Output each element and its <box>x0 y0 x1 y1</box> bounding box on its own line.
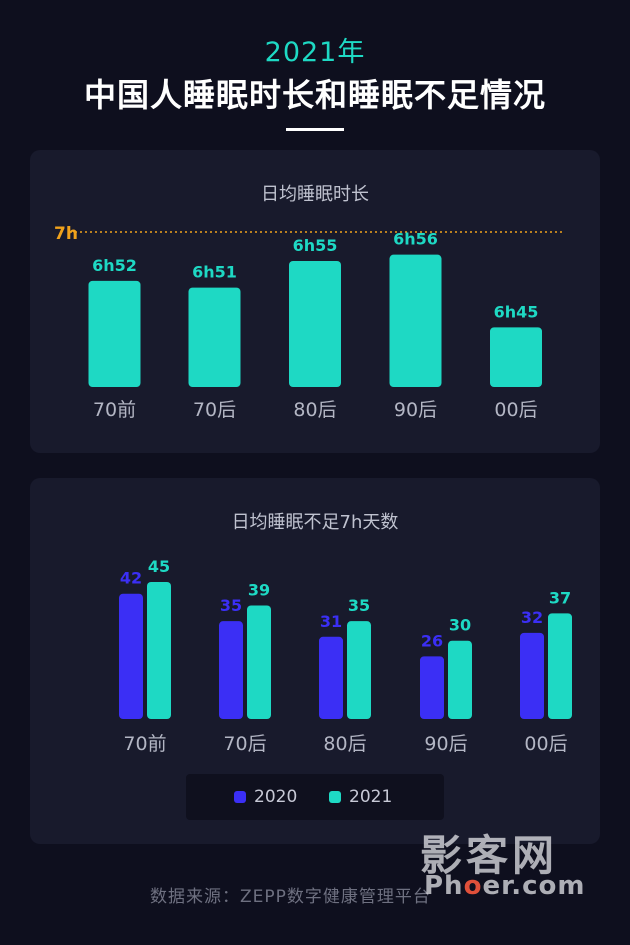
value-label-70后-2021: 39 <box>248 580 270 599</box>
bar-70前-2021 <box>147 582 171 719</box>
sleep-duration-chart: 7h 6h52 70前 6h51 70后 6h55 80后 6h56 90后 6h45 00后 <box>54 224 565 421</box>
value-label-00后-2021: 37 <box>549 588 571 607</box>
value-label-70前-2021: 45 <box>148 557 170 576</box>
legend-label-2020: 2020 <box>254 787 298 807</box>
category-label-00后: 00后 <box>494 399 537 421</box>
value-label-80后-2020: 31 <box>320 612 342 631</box>
sleep-duration-chart-title: 日均睡眠时长 <box>261 184 369 205</box>
bar-70后-2020 <box>219 621 243 719</box>
watermark-url: Phoer.com <box>424 871 586 901</box>
value-label-80后: 6h55 <box>293 236 338 255</box>
category-label-70后: 70后 <box>223 733 266 755</box>
reference-line-label: 7h <box>54 224 78 244</box>
value-label-00后: 6h45 <box>494 302 539 321</box>
category-label-80后: 80后 <box>293 399 336 421</box>
value-label-80后-2021: 35 <box>348 596 370 615</box>
bar-00后-2021 <box>548 613 572 719</box>
bar-80后-2020 <box>319 636 343 719</box>
value-label-90后-2021: 30 <box>449 616 471 635</box>
category-label-70后: 70后 <box>193 399 236 421</box>
category-label-00后: 00后 <box>524 733 567 755</box>
bar-90后-2020 <box>420 656 444 719</box>
sleep-deficit-chart: 42 45 70前 35 39 70后 31 35 80后 26 30 90后 32 37 00后 <box>119 557 572 755</box>
sleep-duration-panel: 日均睡眠时长 7h 6h52 70前 6h51 70后 6h55 80后 6h56 90后 6h4… <box>30 150 600 453</box>
category-label-80后: 80后 <box>323 733 366 755</box>
page-title: 中国人睡眠时长和睡眠不足情况 <box>83 76 546 114</box>
legend-item-2021: 2021 <box>329 787 392 807</box>
legend-swatch-2021 <box>329 791 341 803</box>
bar-70前-2020 <box>119 593 143 719</box>
value-label-70后-2020: 35 <box>220 596 242 615</box>
value-label-70后: 6h51 <box>192 263 237 282</box>
title-underline <box>286 128 344 131</box>
year-label: 2021年 <box>264 37 366 68</box>
legend-label-2021: 2021 <box>349 787 393 807</box>
bar-70后 <box>188 287 241 387</box>
value-label-70前: 6h52 <box>92 256 137 275</box>
value-label-00后-2020: 32 <box>521 608 543 627</box>
bar-80后-2021 <box>347 621 371 719</box>
watermark-logo: 影客网 <box>420 831 559 880</box>
bar-90后 <box>389 254 442 387</box>
bar-90后-2021 <box>448 640 472 719</box>
category-label-70前: 70前 <box>93 399 136 421</box>
bar-80后 <box>289 261 341 387</box>
category-label-70前: 70前 <box>123 733 166 755</box>
legend-swatch-2020 <box>234 791 246 803</box>
data-source: 数据来源：ZEPP数字健康管理平台 <box>150 887 431 907</box>
category-label-90后: 90后 <box>394 399 437 421</box>
value-label-70前-2020: 42 <box>120 569 142 588</box>
bar-70后-2021 <box>247 605 271 719</box>
sleep-deficit-chart-title: 日均睡眠不足7h天数 <box>231 512 399 533</box>
legend-item-2020: 2020 <box>234 787 297 807</box>
bar-70前 <box>88 280 141 387</box>
sleep-deficit-panel: 日均睡眠不足7h天数 42 45 70前 35 39 70后 31 35 80后 26 30 90后 3… <box>30 478 600 844</box>
legend: 2020 2021 <box>186 774 444 820</box>
bar-00后 <box>490 327 542 387</box>
bar-00后-2020 <box>520 632 544 719</box>
category-label-90后: 90后 <box>424 733 467 755</box>
value-label-90后-2020: 26 <box>421 631 443 650</box>
value-label-90后: 6h56 <box>393 230 438 249</box>
